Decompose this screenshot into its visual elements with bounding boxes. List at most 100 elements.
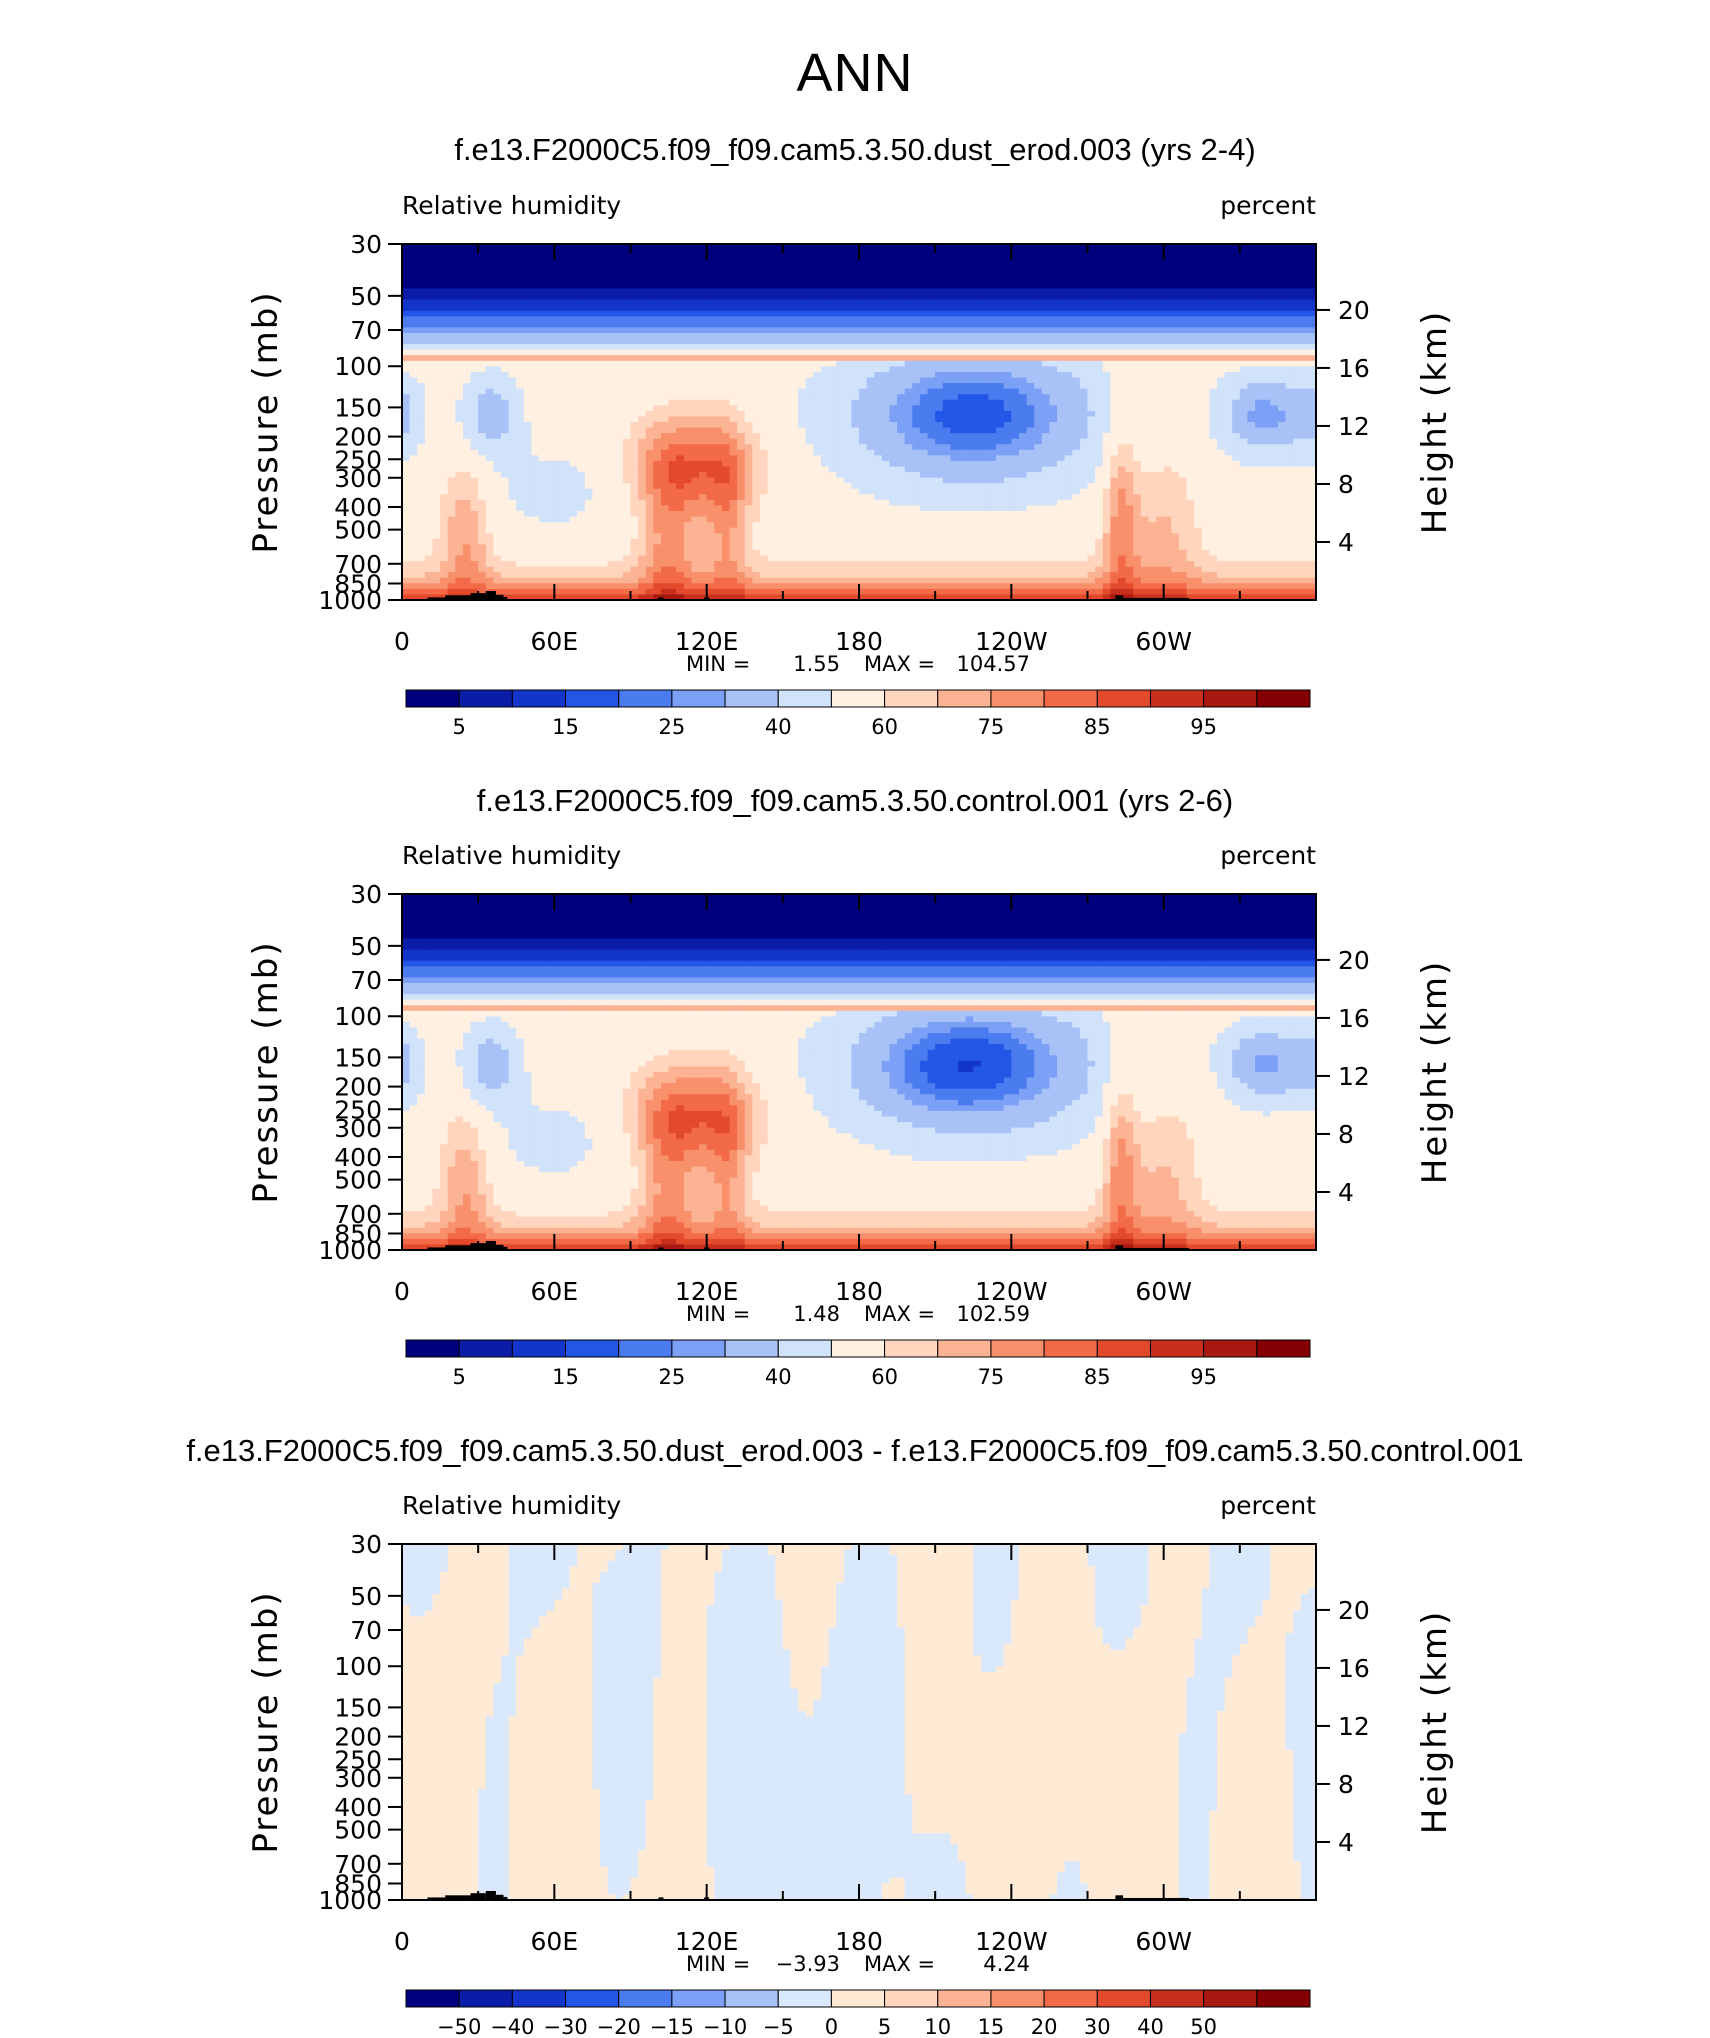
heatmap-cell	[676, 377, 685, 384]
heatmap-cell	[1178, 321, 1188, 329]
heatmap-cell	[889, 299, 898, 306]
heatmap-cell	[1216, 355, 1226, 362]
heatmap-cell	[897, 321, 906, 329]
heatmap-cell	[615, 310, 624, 317]
heatmap-cell	[828, 310, 837, 317]
heatmap-cell	[1232, 305, 1241, 312]
heatmap-cell	[1186, 433, 1195, 440]
heatmap-cell	[1003, 282, 1012, 290]
heatmap-cell	[516, 249, 525, 256]
heatmap-cell	[600, 444, 609, 451]
heatmap-cell	[1186, 444, 1195, 451]
heatmap-cell	[424, 349, 434, 356]
heatmap-cell	[859, 388, 868, 395]
heatmap-cell	[897, 394, 906, 401]
heatmap-cell	[1171, 321, 1180, 329]
heatmap-cell	[912, 472, 921, 479]
heatmap-cell	[889, 255, 898, 262]
heatmap-cell	[1285, 371, 1294, 379]
heatmap-cell	[843, 282, 852, 290]
heatmap-cell	[470, 427, 479, 434]
heatmap-cell	[988, 410, 997, 418]
heatmap-cell	[1247, 294, 1256, 301]
heatmap-cell	[866, 333, 875, 340]
heatmap-cell	[539, 466, 548, 473]
heatmap-cell	[1216, 416, 1226, 423]
heatmap-cell	[881, 394, 891, 401]
heatmap-cell	[409, 294, 418, 301]
heatmap-cell	[1163, 438, 1172, 445]
heatmap-cell	[653, 383, 662, 390]
heatmap-cell	[737, 271, 746, 278]
heatmap-cell	[523, 394, 533, 401]
heatmap-cell	[881, 444, 891, 451]
heatmap-cell	[1308, 410, 1317, 418]
heatmap-cell	[1133, 416, 1142, 423]
heatmap-cell	[813, 455, 822, 462]
heatmap-cell	[759, 422, 769, 429]
heatmap-cell	[402, 282, 411, 290]
heatmap-cell	[1026, 305, 1035, 312]
heatmap-cell	[1117, 338, 1127, 345]
heatmap-cell	[440, 321, 449, 329]
heatmap-cell	[866, 449, 875, 456]
heatmap-cell	[935, 338, 944, 345]
heatmap-cell	[859, 360, 868, 367]
heatmap-cell	[859, 438, 868, 445]
heatmap-cell	[1018, 344, 1028, 351]
heatmap-cell	[1148, 305, 1157, 312]
heatmap-cell	[1232, 416, 1241, 423]
heatmap-cell	[516, 455, 525, 462]
heatmap-cell	[699, 438, 708, 445]
heatmap-cell	[1201, 438, 1210, 445]
heatmap-cell	[1034, 455, 1043, 462]
heatmap-cell	[1194, 344, 1203, 351]
heatmap-cell	[501, 427, 510, 434]
heatmap-cell	[1117, 294, 1127, 301]
heatmap-cell	[828, 316, 837, 323]
heatmap-cell	[805, 327, 814, 334]
heatmap-cell	[638, 344, 647, 351]
heatmap-cell	[1270, 388, 1279, 395]
heatmap-cell	[447, 371, 456, 379]
heatmap-cell	[1239, 277, 1249, 284]
heatmap-cell	[1133, 377, 1142, 384]
heatmap-cell	[973, 405, 982, 412]
heatmap-cell	[1049, 371, 1058, 379]
heatmap-cell	[813, 355, 822, 362]
heatmap-cell	[843, 355, 852, 362]
heatmap-cell	[1079, 438, 1089, 445]
heatmap-cell	[828, 305, 837, 312]
heatmap-cell	[1239, 449, 1249, 456]
heatmap-cell	[699, 338, 708, 345]
heatmap-cell	[676, 433, 685, 440]
heatmap-cell	[973, 316, 982, 323]
heatmap-cell	[1079, 466, 1089, 473]
heatmap-cell	[508, 277, 517, 284]
heatmap-cell	[1277, 321, 1287, 329]
heatmap-cell	[866, 460, 875, 468]
heatmap-cell	[805, 271, 814, 278]
heatmap-cell	[630, 266, 639, 273]
heatmap-cell	[1156, 260, 1165, 267]
heatmap-cell	[424, 394, 434, 401]
heatmap-cell	[1163, 249, 1172, 256]
heatmap-cell	[630, 455, 639, 462]
heatmap-cell	[1087, 371, 1096, 379]
heatmap-cell	[775, 333, 784, 340]
heatmap-cell	[1087, 260, 1096, 267]
heatmap-cell	[493, 444, 502, 451]
heatmap-cell	[691, 460, 700, 468]
heatmap-cell	[744, 271, 753, 278]
heatmap-cell	[440, 355, 449, 362]
heatmap-cell	[485, 338, 494, 345]
heatmap-cell	[1018, 394, 1028, 401]
heatmap-cell	[805, 299, 814, 306]
heatmap-cell	[622, 444, 632, 451]
heatmap-cell	[691, 449, 700, 456]
heatmap-cell	[592, 371, 601, 379]
heatmap-cell	[935, 433, 944, 440]
heatmap-cell	[1239, 410, 1249, 418]
heatmap-cell	[1262, 349, 1271, 356]
heatmap-cell	[1156, 388, 1165, 395]
